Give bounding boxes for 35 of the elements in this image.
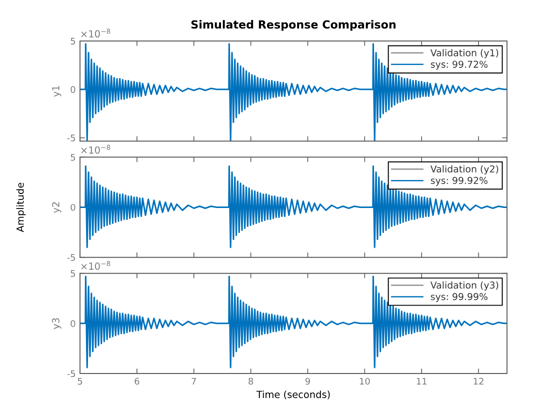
y-axis-title: y2 — [52, 202, 62, 213]
legend-label: sys: 99.72% — [430, 60, 488, 70]
y-axis-title: y1 — [52, 86, 62, 97]
legend-label: Validation (y2) — [430, 165, 498, 174]
y-tick-label: -5 — [67, 370, 76, 378]
chart-title: Simulated Response Comparison — [191, 20, 396, 31]
x-tick-label: 9 — [305, 378, 310, 385]
text: ×10$^{−8}$ — [81, 28, 110, 38]
x-tick-label: 10 — [360, 378, 370, 385]
x-tick-label: 11 — [416, 378, 427, 385]
line-series — [80, 276, 507, 368]
x-tick-label: 12 — [474, 378, 484, 385]
line-series — [80, 165, 507, 248]
y-tick-label: 5 — [70, 270, 76, 277]
y-tick-label: -5 — [67, 254, 76, 261]
x-tick-label: 7 — [192, 378, 196, 385]
y-tick-label: -5 — [67, 134, 76, 142]
text: Amplitude — [16, 182, 26, 232]
line-series — [80, 43, 507, 142]
x-tick-label: 5 — [78, 378, 82, 385]
x-tick-label: 8 — [248, 378, 254, 385]
y-tick-label: 0 — [70, 320, 76, 327]
y-tick-label: 5 — [70, 154, 76, 161]
legend-label: Validation (y3) — [430, 281, 498, 290]
text: ×10$^{−8}$ — [81, 144, 110, 154]
y-axis-title: y3 — [52, 318, 62, 330]
y-tick-label: 5 — [70, 38, 76, 45]
y-tick-label: 0 — [70, 204, 76, 211]
y-tick-label: 0 — [70, 86, 76, 93]
text: ×10$^{−8}$ — [81, 260, 110, 270]
x-axis-title: Time (seconds) — [256, 390, 330, 400]
legend-label: sys: 99.92% — [430, 176, 488, 186]
legend-label: sys: 99.99% — [430, 293, 488, 302]
legend-label: Validation (y1) — [430, 49, 498, 58]
x-tick-label: 6 — [134, 378, 140, 385]
